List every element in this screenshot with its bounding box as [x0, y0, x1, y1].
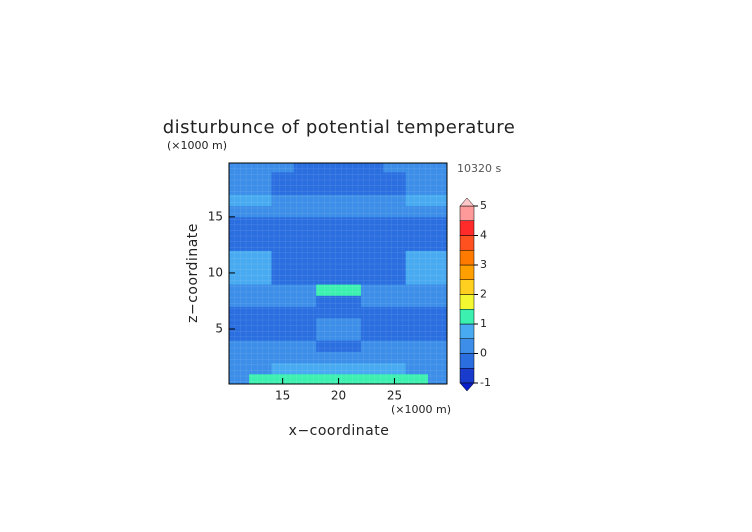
model-mesh — [229, 163, 447, 384]
colorbar-segment — [459, 353, 475, 369]
y-unit-label: (×1000 m) — [167, 139, 227, 152]
time-label: 10320 s — [457, 162, 501, 175]
colorbar-tick-label: 1 — [480, 317, 487, 330]
x-unit-label: (×1000 m) — [391, 403, 451, 416]
chart-title: disturbunce of potential temperature — [163, 117, 516, 138]
colorbar-under — [459, 382, 475, 392]
colorbar-segment — [459, 338, 475, 354]
y-tick-label: 15 — [208, 209, 223, 223]
colorbar-tick-label: 0 — [480, 347, 487, 360]
y-tick-label: 10 — [208, 265, 223, 279]
colorbar-over — [459, 197, 475, 207]
colorbar-tick-label: 5 — [480, 199, 487, 212]
colorbar-segment — [459, 264, 475, 280]
y-tick-label: 5 — [215, 322, 223, 336]
colorbar-tick-label: 2 — [480, 288, 487, 301]
colorbar-segment — [459, 368, 475, 384]
x-tick-label: 15 — [275, 389, 290, 403]
colorbar: -1 0 1 2 3 4 5 — [459, 197, 491, 392]
x-tick-label: 20 — [331, 389, 346, 403]
colorbar-tick-label: 4 — [480, 229, 487, 242]
x-tick-label: 25 — [387, 389, 402, 403]
colorbar-segment — [459, 235, 475, 251]
colorbar-segment — [459, 205, 475, 221]
colorbar-segment — [459, 323, 475, 339]
colorbar-tick-label: -1 — [480, 376, 491, 389]
colorbar-segment — [459, 294, 475, 310]
plot-frame — [228, 162, 448, 385]
y-axis-label: z−coordinate — [185, 223, 201, 323]
colorbar-segment — [459, 250, 475, 266]
colorbar-segment — [459, 309, 475, 325]
x-axis-label: x−coordinate — [289, 423, 390, 439]
colorbar-tick-label: 3 — [480, 258, 487, 271]
axes: 15 20 25 5 10 15 — [208, 209, 402, 402]
colorbar-segment — [459, 279, 475, 295]
colorbar-segment — [459, 220, 475, 236]
